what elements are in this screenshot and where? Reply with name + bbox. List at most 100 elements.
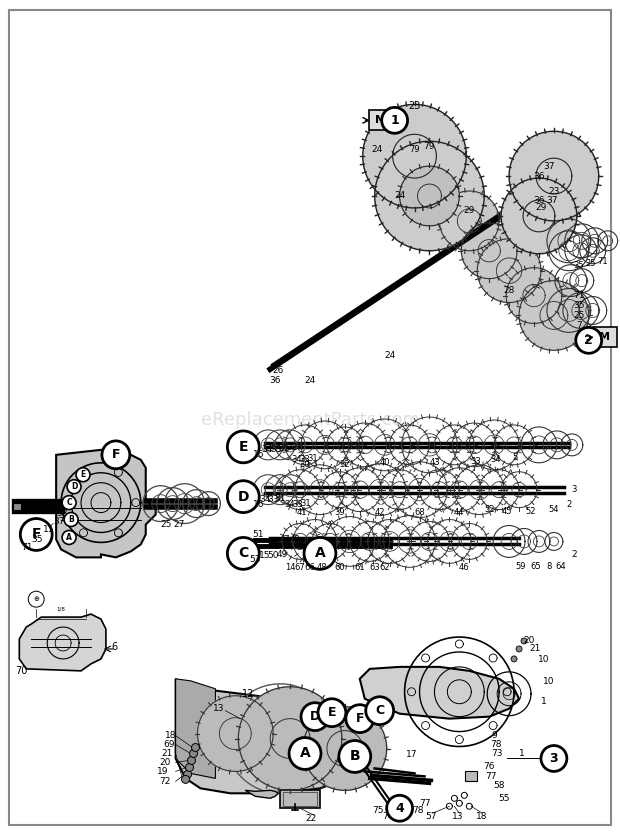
Text: 30: 30 — [299, 460, 311, 469]
Circle shape — [382, 108, 407, 134]
Text: 48: 48 — [290, 535, 300, 544]
Text: 10: 10 — [543, 677, 555, 686]
Polygon shape — [303, 706, 387, 790]
Text: F: F — [32, 528, 41, 541]
Text: 21: 21 — [161, 749, 172, 758]
Circle shape — [366, 696, 394, 725]
Text: 15: 15 — [259, 551, 271, 560]
Text: 1: 1 — [541, 697, 547, 706]
Text: E: E — [81, 470, 86, 479]
Circle shape — [516, 646, 522, 652]
Text: 24: 24 — [384, 351, 396, 360]
Circle shape — [29, 591, 44, 607]
Polygon shape — [461, 223, 517, 279]
Text: 78: 78 — [490, 740, 502, 749]
Circle shape — [182, 776, 190, 783]
Circle shape — [521, 638, 527, 644]
Text: 28: 28 — [503, 286, 515, 295]
FancyBboxPatch shape — [369, 110, 392, 130]
Text: E: E — [327, 706, 336, 719]
Text: 34: 34 — [285, 500, 295, 509]
Text: 5: 5 — [513, 453, 518, 463]
Circle shape — [192, 743, 200, 752]
Text: 27: 27 — [173, 520, 184, 529]
Circle shape — [62, 496, 76, 509]
Text: 76: 76 — [484, 762, 495, 771]
Text: 33: 33 — [270, 445, 282, 454]
Text: 33: 33 — [293, 500, 303, 509]
Text: C: C — [66, 498, 72, 507]
Polygon shape — [198, 696, 273, 772]
Text: 70: 70 — [16, 665, 28, 676]
Polygon shape — [506, 268, 562, 323]
Text: 62: 62 — [379, 563, 390, 572]
Text: 16: 16 — [252, 450, 264, 459]
Text: 1: 1 — [519, 749, 525, 758]
Text: A: A — [314, 546, 326, 560]
Text: 24: 24 — [394, 191, 405, 200]
Text: C: C — [375, 704, 384, 717]
Text: 31: 31 — [278, 444, 290, 453]
Text: 32: 32 — [340, 460, 350, 469]
Text: 79: 79 — [409, 144, 420, 154]
Circle shape — [188, 757, 195, 764]
Text: ⊕: ⊕ — [33, 596, 39, 602]
Text: 69: 69 — [163, 740, 175, 749]
Text: 38: 38 — [56, 509, 68, 518]
Circle shape — [576, 327, 601, 353]
Text: M: M — [375, 115, 386, 125]
Polygon shape — [509, 131, 599, 221]
Text: 50: 50 — [267, 551, 279, 560]
Text: 21: 21 — [529, 645, 541, 654]
Text: 45: 45 — [502, 507, 512, 516]
Text: 32: 32 — [286, 443, 298, 453]
Circle shape — [64, 513, 78, 527]
Polygon shape — [56, 450, 156, 558]
Text: 6: 6 — [111, 642, 117, 652]
Text: 7: 7 — [576, 321, 582, 330]
Text: 49: 49 — [277, 550, 288, 559]
Text: 34: 34 — [292, 455, 303, 464]
Text: 34: 34 — [490, 455, 500, 464]
Text: 31: 31 — [301, 499, 311, 509]
Text: 34: 34 — [262, 445, 273, 454]
Text: D: D — [71, 482, 78, 491]
Text: 71: 71 — [598, 257, 608, 266]
Circle shape — [339, 741, 371, 772]
Circle shape — [67, 480, 81, 493]
Circle shape — [76, 468, 90, 482]
Text: 8: 8 — [546, 562, 552, 571]
Text: D: D — [310, 710, 320, 723]
Text: 54: 54 — [549, 505, 559, 514]
Circle shape — [228, 538, 259, 569]
Text: 20: 20 — [523, 636, 534, 645]
Text: B: B — [68, 515, 74, 524]
Circle shape — [387, 795, 412, 821]
Circle shape — [228, 431, 259, 463]
Bar — [465, 772, 477, 782]
Text: 35: 35 — [573, 301, 585, 310]
Polygon shape — [519, 281, 589, 351]
Text: 13: 13 — [451, 812, 463, 821]
Text: 78: 78 — [412, 806, 423, 815]
Text: 71: 71 — [21, 543, 33, 552]
Text: 35: 35 — [574, 261, 584, 271]
Text: 2: 2 — [566, 500, 572, 509]
Text: 4: 4 — [395, 802, 404, 815]
Text: 79: 79 — [423, 142, 435, 151]
Text: 29: 29 — [464, 206, 475, 215]
Text: 24: 24 — [371, 144, 383, 154]
Text: 33: 33 — [299, 455, 311, 464]
Polygon shape — [477, 239, 541, 302]
Text: 13: 13 — [213, 704, 224, 713]
Text: 36: 36 — [533, 171, 545, 180]
Text: 36: 36 — [533, 196, 545, 205]
Circle shape — [20, 519, 52, 550]
Text: A: A — [299, 746, 311, 761]
Text: 26: 26 — [272, 366, 284, 375]
Text: 51: 51 — [252, 530, 264, 539]
Circle shape — [346, 705, 374, 732]
Text: 71: 71 — [573, 291, 585, 300]
Circle shape — [289, 737, 321, 769]
Text: 37: 37 — [543, 162, 555, 170]
